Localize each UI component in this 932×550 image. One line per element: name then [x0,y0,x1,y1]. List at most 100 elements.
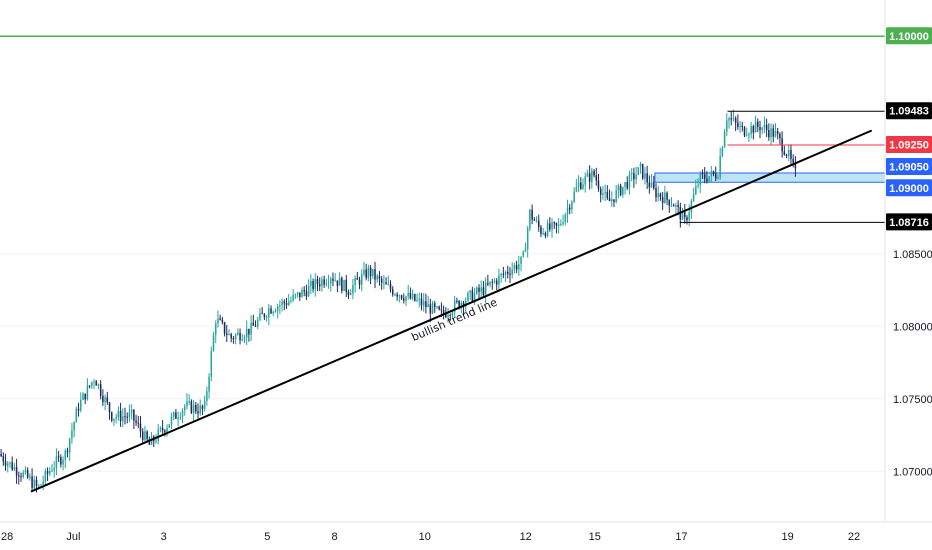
bullish-trend-line[interactable] [30,129,873,493]
candle [723,128,726,148]
candle [312,278,314,293]
candle [166,424,168,437]
candle [628,170,631,195]
candle [420,292,423,311]
candle [476,286,478,295]
candle [564,212,567,226]
candle [46,467,49,482]
candle [226,324,228,342]
candle [566,199,569,223]
candle [675,202,677,214]
candle [287,294,290,307]
candle [407,284,409,300]
candle [546,219,549,238]
candle [571,200,573,214]
candle [338,272,341,286]
candle [469,289,471,301]
candle [535,216,538,223]
candle [599,186,602,203]
candle [495,278,498,291]
candle [281,298,283,312]
candle [502,266,505,279]
candle [192,399,195,422]
candle [471,286,474,303]
candle [695,179,697,196]
price-badge-target: 1.10000 [886,27,932,45]
candle [336,280,339,293]
candle [398,294,401,303]
candle [573,187,575,204]
candle [356,271,359,280]
candle [714,166,717,182]
candle [522,250,525,258]
candle [681,207,684,220]
candle [500,272,502,283]
candle [754,115,757,133]
candle [88,385,91,389]
candle [763,116,766,133]
candle [115,413,117,424]
trend-line-group[interactable]: bullish trend line [30,129,873,493]
candle [726,113,728,137]
candle [728,116,730,129]
candle [506,265,509,279]
price-badge-zone-bottom: 1.09000 [886,179,932,197]
candle [537,214,540,232]
candle [159,426,162,433]
candle [294,293,297,299]
time-tick-label: 15 [589,531,601,543]
candle [644,166,646,185]
candle [781,131,783,158]
price-badge-label: 1.09050 [889,162,929,174]
candle [712,170,715,177]
candle [141,428,144,445]
candle [283,299,286,311]
candle [71,422,73,444]
candle [290,296,292,304]
candle [349,288,352,296]
time-tick-label: 22 [848,531,860,543]
candle [323,275,325,288]
candle [374,261,376,289]
candle [152,434,155,448]
candle [332,272,334,287]
candle [31,468,33,490]
candle [276,303,279,319]
candle [113,418,115,426]
candle [177,411,179,427]
time-axis[interactable]: 28 Jul 3 5 8 10 12 15 17 19 22 [1,531,860,543]
candle [706,171,708,184]
candle [562,214,564,226]
candle [265,314,268,322]
candle [307,279,310,298]
candlestick-series [0,109,797,493]
time-tick-label: 19 [782,531,794,543]
candle [108,401,111,420]
candle [739,120,741,133]
price-badge-zone-top: 1.09050 [886,158,932,175]
candle [181,408,184,424]
price-badge-label: 1.09483 [889,106,929,118]
candle [352,278,354,300]
candle [560,219,562,227]
candle [509,267,511,283]
candle [613,199,615,207]
candle [389,280,392,293]
price-axis[interactable]: 1.07000 1.07500 1.08000 1.08500 [893,249,932,479]
candle [40,483,42,486]
candle [400,294,403,300]
candle [360,269,363,292]
candle [117,406,120,421]
candle [615,184,617,204]
candle [378,270,381,286]
candle [717,174,719,180]
candle [438,305,440,311]
candle [703,167,706,184]
candle [391,286,394,297]
candle [575,178,578,193]
candle [734,116,737,132]
time-tick-label: Jul [66,531,80,543]
candle [321,276,323,292]
candle [737,114,739,130]
